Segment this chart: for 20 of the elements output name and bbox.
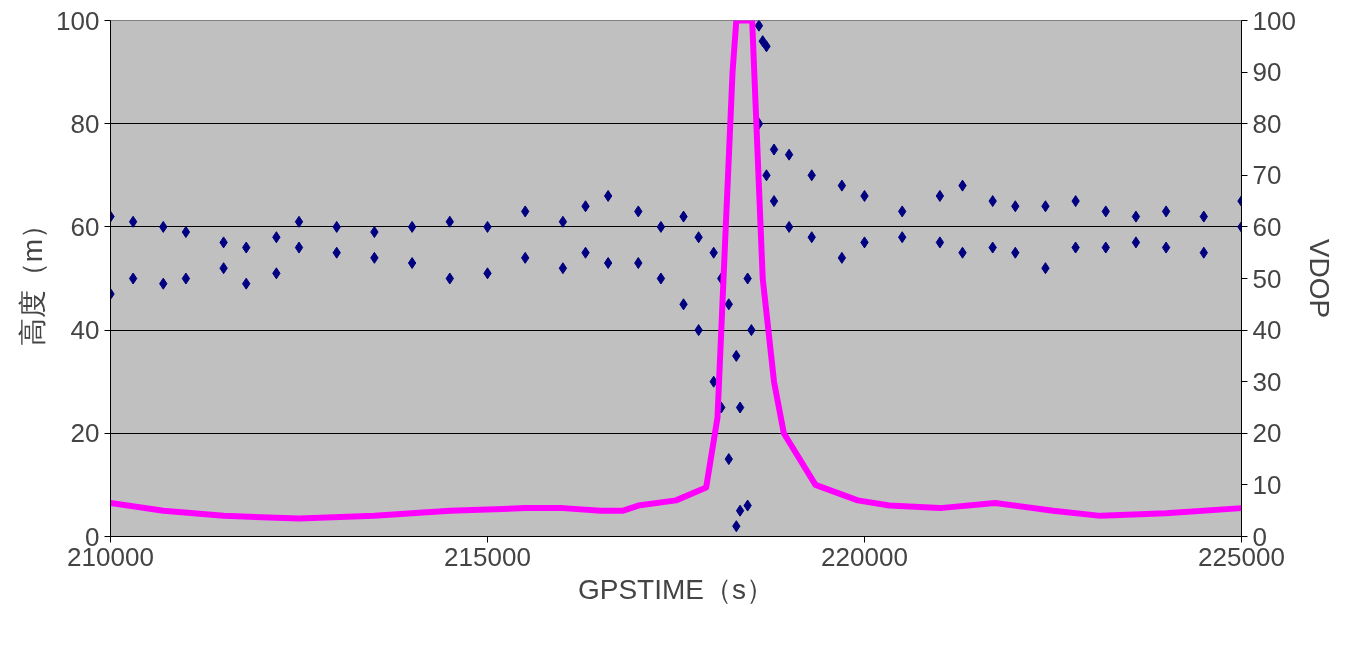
x-tick-label: 215000 <box>444 541 531 572</box>
y2-tick-label: 70 <box>1252 160 1282 191</box>
y2-axis-title: VDOP <box>1303 238 1335 319</box>
y2-tick-label: 20 <box>1252 418 1282 449</box>
y2-tick-label: 50 <box>1252 263 1282 294</box>
y-tick-label: 80 <box>70 108 100 139</box>
y-tick-label: 60 <box>70 211 100 242</box>
y2-tick-label: 30 <box>1252 366 1282 397</box>
y2-tick-label: 100 <box>1252 5 1296 36</box>
y2-tick-label: 90 <box>1252 57 1282 88</box>
x-axis-title: GPSTIME（s） <box>577 573 775 605</box>
y2-tick-label: 10 <box>1252 469 1282 500</box>
y-tick-label: 100 <box>56 5 100 36</box>
y2-tick-label: 40 <box>1252 315 1282 346</box>
y-tick-label: 20 <box>70 418 100 449</box>
y-axis-title: 高度（m） <box>17 210 49 347</box>
y-tick-label: 40 <box>70 315 100 346</box>
y2-tick-label: 80 <box>1252 108 1282 139</box>
x-tick-label: 220000 <box>821 541 908 572</box>
y2-tick-label: 60 <box>1252 211 1282 242</box>
